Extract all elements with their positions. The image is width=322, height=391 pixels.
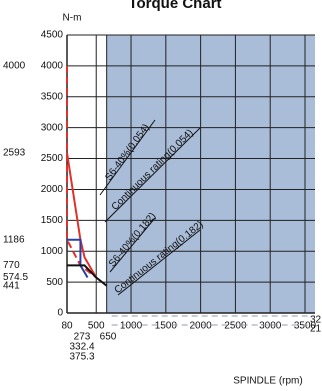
x-tick-label: 1500	[155, 321, 178, 332]
x-tick-label: 500	[88, 321, 105, 332]
shaded-region	[106, 35, 316, 313]
x-tick-label: 80	[61, 321, 73, 332]
torque-curve	[67, 264, 108, 287]
right-marker-label: 21	[310, 324, 322, 335]
bottom-marker-label: 650	[100, 332, 117, 343]
leader-line	[109, 217, 156, 273]
x-tick-label: 2500	[224, 321, 247, 332]
torque-curve	[66, 65, 97, 279]
x-tick-label: 2000	[189, 321, 212, 332]
y-tick-label: 2500	[41, 153, 64, 164]
y-tick-label: 3500	[41, 91, 64, 102]
leader-line	[117, 229, 201, 296]
x-tick-label: 3000	[259, 321, 282, 332]
bottom-marker-label: 332.4	[69, 342, 94, 353]
left-marker-label: 770	[3, 260, 20, 271]
torque-curve	[66, 152, 98, 279]
torque-curve	[67, 238, 89, 279]
left-marker-label: 2593	[3, 147, 26, 158]
left-marker-label: 1186	[3, 234, 25, 245]
right-marker-label: 32	[310, 315, 322, 326]
y-tick-label: 1000	[41, 246, 64, 257]
y-tick-label: 4500	[41, 30, 64, 41]
leader-line	[104, 127, 201, 223]
y-unit: N-m	[63, 13, 82, 24]
bottom-marker-label: 375.3	[69, 352, 94, 363]
left-marker-label: 574.5	[3, 272, 28, 283]
bottom-marker-label: 273	[74, 332, 91, 343]
leader-line	[99, 119, 156, 196]
y-tick-label: 500	[46, 277, 63, 288]
y-tick-label: 3000	[41, 122, 64, 133]
y-tick-label: 2000	[41, 184, 64, 195]
y-tick-label: 0	[57, 308, 63, 319]
chart-title: Torque Chart	[128, 0, 221, 12]
x-tick-label: 3500	[294, 321, 317, 332]
left-marker-label: 441	[3, 280, 20, 291]
y-tick-label: 4000	[41, 61, 64, 72]
x-tick-label: 1000	[120, 321, 143, 332]
left-marker-label: 4000	[3, 61, 26, 72]
x-axis-label: SPINDLE (rpm)	[233, 376, 302, 387]
y-tick-label: 1500	[41, 215, 64, 226]
